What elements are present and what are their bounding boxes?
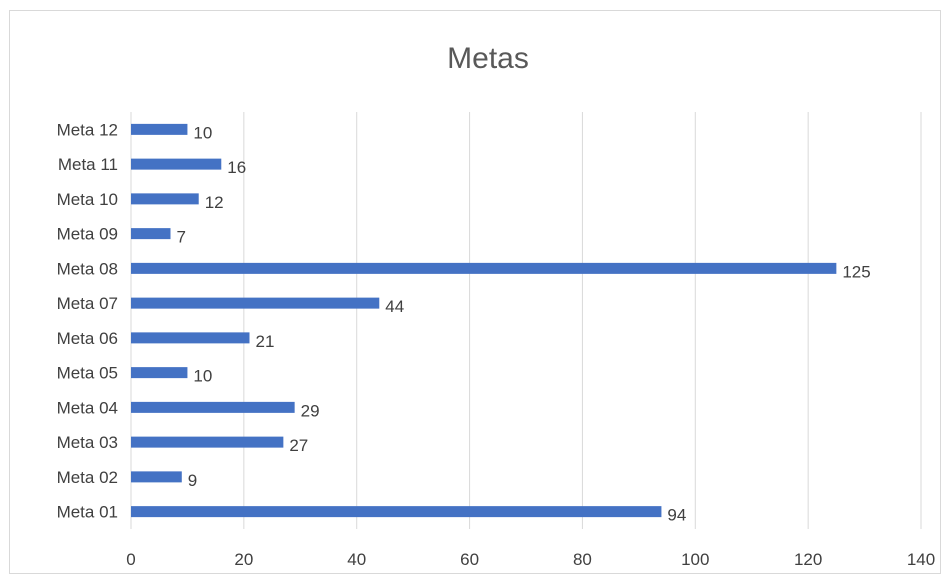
data-label: 7	[177, 228, 186, 247]
data-label: 125	[842, 262, 870, 281]
bars	[131, 123, 837, 518]
data-label: 94	[667, 506, 686, 525]
category-label: Meta 11	[58, 155, 118, 174]
bar	[131, 158, 222, 170]
x-tick-label: 80	[573, 550, 592, 569]
data-label: 27	[289, 436, 308, 455]
bar	[131, 506, 662, 518]
x-tick-label: 20	[234, 550, 253, 569]
category-label: Meta 08	[57, 259, 118, 278]
x-axis-ticks: 0 20 40 60 80 100 120 140	[126, 550, 935, 569]
category-label: Meta 06	[57, 329, 118, 348]
gridlines	[130, 112, 922, 529]
category-label: Meta 10	[57, 190, 118, 209]
bar	[131, 123, 188, 135]
category-label: Meta 02	[57, 468, 118, 487]
data-label: 9	[188, 471, 197, 490]
x-tick-label: 60	[460, 550, 479, 569]
chart-title: Metas	[447, 42, 529, 75]
x-tick-label: 40	[347, 550, 366, 569]
category-label: Meta 04	[57, 398, 118, 417]
category-label: Meta 05	[57, 364, 118, 383]
data-label: 16	[227, 158, 246, 177]
bar	[131, 332, 250, 344]
bar	[131, 471, 182, 483]
x-tick-label: 0	[126, 550, 135, 569]
data-label: 10	[193, 123, 212, 142]
bar	[131, 228, 171, 240]
data-label: 12	[205, 193, 224, 212]
data-label: 29	[301, 401, 320, 420]
category-label: Meta 09	[57, 225, 118, 244]
category-label: Meta 07	[57, 294, 118, 313]
category-label: Meta 12	[57, 120, 118, 139]
bar	[131, 367, 188, 379]
data-label: 10	[193, 367, 212, 386]
data-label: 21	[256, 332, 275, 351]
category-label: Meta 01	[57, 503, 118, 522]
data-label: 44	[385, 297, 404, 316]
bar	[131, 401, 295, 413]
category-labels: Meta 01 Meta 02 Meta 03 Meta 04 Meta 05 Meta …	[57, 120, 118, 521]
x-tick-label: 140	[907, 550, 935, 569]
bar	[131, 436, 284, 448]
category-label: Meta 03	[57, 433, 118, 452]
bar	[131, 262, 837, 274]
bar	[131, 297, 380, 309]
x-tick-label: 100	[681, 550, 709, 569]
bar	[131, 193, 199, 205]
x-tick-label: 120	[794, 550, 822, 569]
